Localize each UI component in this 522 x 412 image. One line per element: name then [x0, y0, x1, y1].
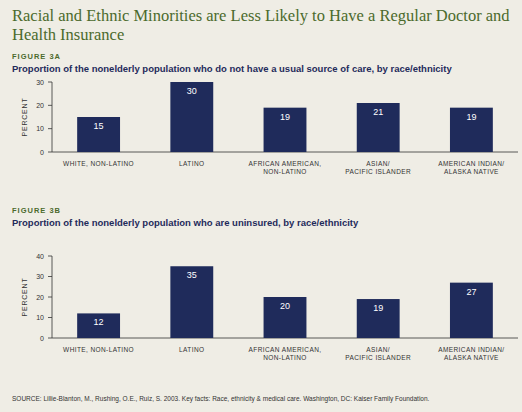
- figure-label: FIGURE 3B: [12, 206, 61, 215]
- y-tick-label: 10: [36, 314, 44, 321]
- bar: [170, 82, 213, 152]
- y-tick: [48, 152, 52, 153]
- x-tick-label-line: ALASKA NATIVE: [444, 168, 499, 175]
- data-label: 15: [94, 121, 104, 131]
- x-tick-label-line: PACIFIC ISLANDER: [345, 168, 411, 175]
- bar: [264, 108, 307, 152]
- data-label: 35: [187, 270, 197, 280]
- y-tick: [48, 82, 52, 83]
- y-tick-label: 40: [36, 253, 44, 260]
- x-tick-label-line: PACIFIC ISLANDER: [345, 354, 411, 361]
- bar: [357, 103, 400, 152]
- x-tick-label-line: LATINO: [179, 160, 204, 167]
- y-tick: [48, 128, 52, 129]
- y-tick: [48, 317, 52, 318]
- data-label: 21: [373, 107, 383, 117]
- y-tick-label: 0: [40, 335, 44, 342]
- y-axis-label: PERCENT: [21, 277, 28, 316]
- x-tick-label: LATINO: [179, 346, 204, 353]
- bars: [77, 266, 493, 338]
- x-tick-label: WHITE, NON-LATINO: [63, 160, 134, 167]
- x-tick-label-line: ASIAN/: [366, 160, 390, 167]
- x-tick-label-line: AFRICAN AMERICAN,: [249, 160, 322, 167]
- y-axis-line: [52, 82, 53, 152]
- title: Racial and Ethnic Minorities are Less Li…: [12, 6, 517, 44]
- bars: [77, 82, 493, 152]
- data-label: 19: [280, 112, 290, 122]
- x-tick-label-line: AMERICAN INDIAN/: [438, 160, 504, 167]
- figure-subtitle: Proportion of the nonelderly population …: [12, 217, 359, 228]
- data-label: 19: [373, 303, 383, 313]
- x-tick-label-line: AMERICAN INDIAN/: [438, 346, 504, 353]
- data-label: 30: [187, 86, 197, 96]
- y-tick-label: 30: [36, 273, 44, 280]
- y-tick-label: 20: [36, 102, 44, 109]
- x-tick-label: AFRICAN AMERICAN,NON-LATINO: [249, 160, 322, 175]
- data-label: 20: [280, 301, 290, 311]
- figure: FIGURE 3B Proportion of the nonelderly po…: [12, 206, 518, 361]
- figure-label: FIGURE 3A: [12, 52, 61, 61]
- y-tick-label: 20: [36, 294, 44, 301]
- source: SOURCE: Lillie-Blanton, M., Rushing, O.E…: [12, 395, 430, 403]
- y-tick: [48, 338, 52, 339]
- x-tick-label: ASIAN/PACIFIC ISLANDER: [345, 160, 411, 175]
- x-tick-label-line: NON-LATINO: [263, 168, 307, 175]
- x-tick-label: LATINO: [179, 160, 204, 167]
- y-tick-label: 30: [36, 79, 44, 86]
- bar: [264, 297, 307, 338]
- x-tick-label-line: ASIAN/: [366, 346, 390, 353]
- y-axis-label: PERCENT: [21, 97, 28, 136]
- x-tick-label: WHITE, NON-LATINO: [63, 346, 134, 353]
- x-tick-label: AFRICAN AMERICAN,NON-LATINO: [249, 346, 322, 361]
- chart-canvas: FIGURE 3A Proportion of the nonelderly po…: [0, 0, 522, 412]
- y-tick-label: 0: [40, 149, 44, 156]
- x-tick-label-line: WHITE, NON-LATINO: [63, 346, 134, 353]
- y-tick: [48, 276, 52, 277]
- x-tick-label: ASIAN/PACIFIC ISLANDER: [345, 346, 411, 361]
- data-label: 12: [94, 317, 104, 327]
- bar: [450, 283, 493, 338]
- y-tick: [48, 256, 52, 257]
- y-tick-label: 10: [36, 125, 44, 132]
- bar: [77, 313, 120, 338]
- x-tick-label: AMERICAN INDIAN/ALASKA NATIVE: [438, 160, 504, 175]
- x-tick-label-line: AFRICAN AMERICAN,: [249, 346, 322, 353]
- x-tick-label-line: WHITE, NON-LATINO: [63, 160, 134, 167]
- data-label: 19: [466, 112, 476, 122]
- x-tick-label-line: NON-LATINO: [263, 354, 307, 361]
- y-tick: [48, 105, 52, 106]
- data-label: 27: [466, 287, 476, 297]
- bar: [170, 266, 213, 338]
- bar: [450, 108, 493, 152]
- x-tick-label: AMERICAN INDIAN/ALASKA NATIVE: [438, 346, 504, 361]
- y-tick: [48, 297, 52, 298]
- x-tick-label-line: LATINO: [179, 346, 204, 353]
- bar: [357, 299, 400, 338]
- figure-subtitle: Proportion of the nonelderly population …: [12, 63, 452, 74]
- x-tick-label-line: ALASKA NATIVE: [444, 354, 499, 361]
- figure: FIGURE 3A Proportion of the nonelderly po…: [12, 52, 518, 175]
- bar: [77, 117, 120, 152]
